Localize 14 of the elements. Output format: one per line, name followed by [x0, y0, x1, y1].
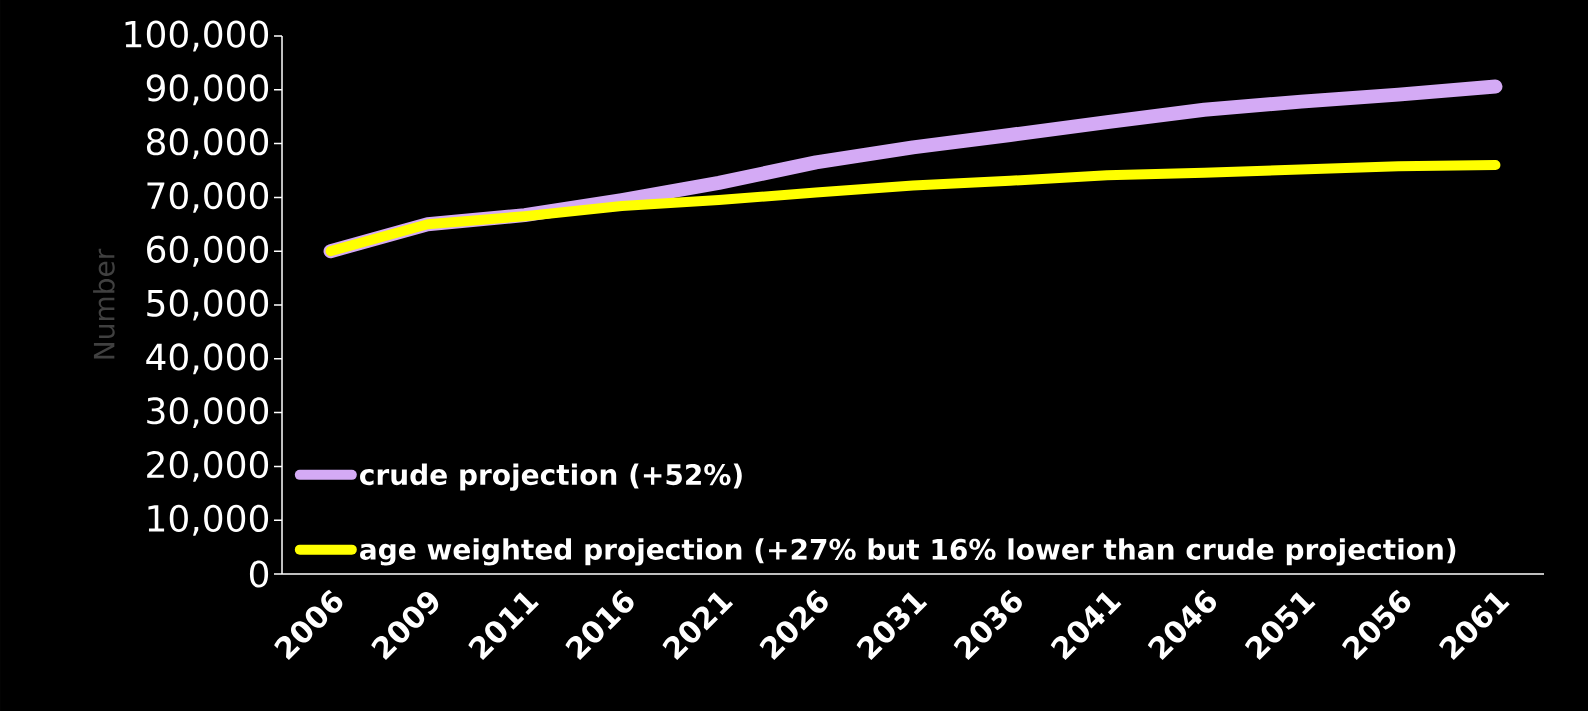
y-tick-label: 80,000	[146, 128, 269, 160]
legend-label: age weighted projection (+27% but 16% lower than crude projection)	[360, 538, 1456, 566]
y-tick-label: 10,000	[148, 504, 269, 536]
y-tick-label: 0	[249, 560, 269, 588]
y-tick-label: 50,000	[147, 289, 269, 321]
y-tick-label: 100,000	[125, 20, 269, 52]
y-tick-label: 30,000	[147, 397, 269, 429]
y-tick-label: 70,000	[147, 181, 269, 213]
y-tick-label: 20,000	[147, 450, 269, 482]
y-axis-title: Number	[93, 248, 115, 359]
legend-label: crude projection (+52%)	[360, 463, 742, 491]
y-tick-label: 60,000	[147, 235, 269, 267]
y-tick-label: 40,000	[146, 343, 269, 375]
y-tick-label: 90,000	[146, 74, 269, 106]
